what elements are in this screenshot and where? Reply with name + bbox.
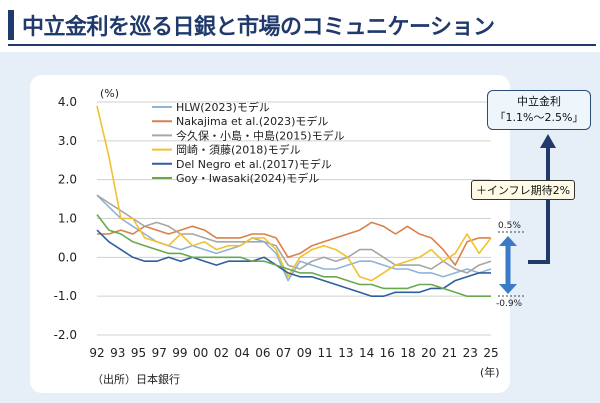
legend-label: 岡崎・須藤(2018)モデル — [176, 143, 301, 157]
lower-bound-label: -0.9% — [496, 299, 523, 309]
y-tick-label: 1.0 — [58, 212, 77, 226]
x-unit-label: (年) — [480, 365, 500, 379]
series-line — [96, 214, 491, 297]
range-arrow-down — [499, 284, 517, 294]
y-unit-label: (%) — [100, 87, 119, 100]
y-tick-label: 0.0 — [58, 250, 77, 264]
title-accent-bar — [8, 10, 14, 40]
legend-label: Nakajima et al.(2023)モデル — [176, 114, 328, 128]
x-tick-label: 14 — [359, 346, 374, 360]
legend-label: 今久保・小島・中島(2015)モデル — [176, 128, 345, 142]
legend-label: Del Negro et al.(2017)モデル — [176, 157, 332, 171]
range-arrow-up — [499, 236, 517, 246]
x-tick-label: 06 — [255, 346, 270, 360]
connector-arrow — [528, 146, 550, 264]
x-tick-label: 13 — [338, 346, 353, 360]
x-tick-label: 21 — [442, 346, 457, 360]
series-line — [96, 229, 491, 297]
x-tick-label: 92 — [89, 346, 104, 360]
callout-range: 「1.1%～2.5%」 — [494, 111, 584, 124]
page-title: 中立金利を巡る日銀と市場のコミュニケーション — [22, 15, 495, 40]
y-tick-label: -1.0 — [54, 289, 77, 303]
x-tick-label: 93 — [110, 346, 125, 360]
x-tick-label: 20 — [421, 346, 436, 360]
title-underline — [8, 44, 596, 46]
legend-label: HLW(2023)モデル — [176, 100, 270, 114]
inflation-expectation-label: ＋インフレ期待2% — [471, 180, 575, 200]
x-tick-label: 95 — [131, 346, 146, 360]
x-tick-label: 99 — [172, 346, 187, 360]
x-tick-label: 09 — [297, 346, 312, 360]
y-tick-label: 3.0 — [58, 134, 77, 148]
annotation-arrows — [498, 134, 556, 297]
x-tick-label: 16 — [380, 346, 395, 360]
legend-label: Goy・Iwasaki(2024)モデル — [176, 171, 319, 185]
y-tick-label: -2.0 — [54, 328, 77, 342]
x-tick-label: 02 — [214, 346, 229, 360]
x-tick-label: 23 — [463, 346, 478, 360]
grid-lines — [97, 101, 491, 336]
y-tick-label: 4.0 — [58, 95, 77, 109]
source-note: （出所）日本銀行 — [92, 373, 180, 386]
series-lines — [96, 105, 492, 297]
x-tick-label: 11 — [317, 346, 332, 360]
series-line — [96, 105, 492, 282]
x-tick-label: 07 — [276, 346, 291, 360]
x-tick-label: 97 — [152, 346, 167, 360]
x-tick-label: 18 — [400, 346, 415, 360]
x-tick-label: 04 — [235, 346, 250, 360]
series-line — [97, 221, 491, 266]
y-tick-label: 2.0 — [58, 173, 77, 187]
callout-title: 中立金利 — [517, 95, 561, 108]
connector-arrow-head — [540, 134, 556, 148]
upper-bound-label: 0.5% — [498, 221, 521, 231]
y-axis-ticks: 4.0 3.0 2.0 1.0 0.0 -1.0 -2.0 — [54, 95, 77, 342]
neutral-rate-callout: 中立金利 「1.1%～2.5%」 — [487, 90, 591, 130]
x-tick-label: 00 — [193, 346, 208, 360]
x-tick-label: 25 — [483, 346, 498, 360]
x-axis-ticks: 92 93 95 97 99 00 02 04 06 07 09 11 13 14 16 18 20 21 23 25 — [89, 346, 498, 360]
